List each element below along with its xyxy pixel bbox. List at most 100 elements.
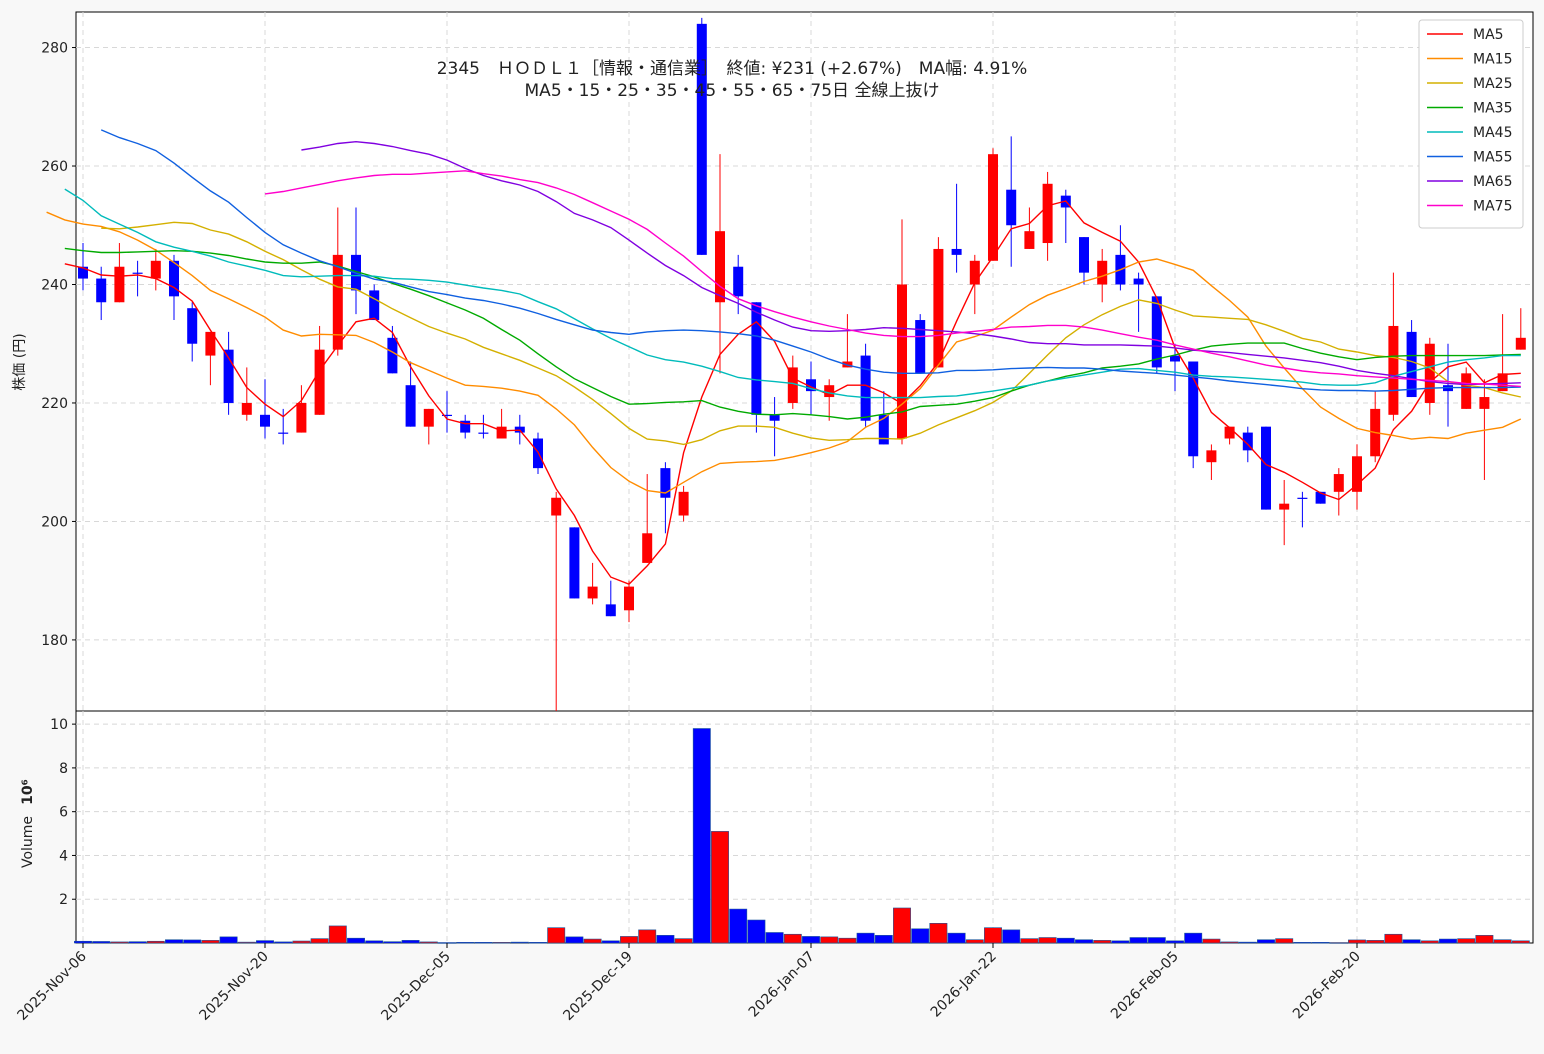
- volume-bar: [929, 923, 948, 944]
- volume-bar: [510, 941, 529, 944]
- candle-body: [441, 414, 453, 417]
- volume-bar: [765, 932, 784, 944]
- candle-body: [1133, 278, 1144, 285]
- candle-body: [168, 260, 180, 297]
- candle-body: [1169, 355, 1181, 362]
- candle-body: [296, 402, 307, 433]
- volume-bar: [1020, 938, 1039, 944]
- volume-bar: [1111, 940, 1130, 944]
- candle-body: [1333, 474, 1344, 492]
- time-tick-label: 2025-Nov-06: [15, 948, 90, 1023]
- candle-body: [460, 420, 471, 433]
- volume-bar: [783, 933, 802, 944]
- volume-bar: [1402, 939, 1421, 944]
- candle-body: [423, 408, 434, 427]
- price-tick-label: 260: [41, 159, 68, 175]
- candle-body: [569, 527, 580, 599]
- volume-bar: [274, 941, 293, 944]
- volume-bar: [419, 941, 438, 944]
- volume-bar: [1257, 939, 1275, 944]
- time-tick-label: 2026-Feb-05: [1108, 949, 1182, 1023]
- candle-body: [860, 355, 871, 421]
- candle-body: [1351, 456, 1363, 492]
- volume-bar: [146, 940, 165, 944]
- candle-body: [787, 367, 798, 403]
- volume-bar: [310, 938, 329, 944]
- candle-body: [733, 266, 744, 297]
- volume-bar: [292, 940, 311, 944]
- volume-bar: [565, 936, 584, 944]
- volume-bar: [838, 937, 857, 944]
- volume-bar: [1129, 937, 1148, 944]
- candle-body: [1515, 337, 1526, 350]
- volume-bar: [256, 940, 274, 944]
- volume-bar: [347, 937, 365, 944]
- legend-label: MA45: [1473, 125, 1512, 141]
- volume-bar: [1293, 942, 1312, 944]
- candle-body: [1260, 426, 1272, 510]
- candle-body: [96, 278, 107, 303]
- volume-bar: [1457, 938, 1476, 944]
- volume-bar: [1366, 940, 1385, 944]
- volume-bar: [1329, 942, 1348, 944]
- candle-body: [642, 533, 653, 563]
- ma-line-ma5: [64, 200, 1521, 586]
- volume-bar: [1002, 929, 1021, 944]
- candle-body: [696, 23, 707, 255]
- volume-bar: [401, 940, 420, 944]
- legend-label: MA65: [1473, 174, 1512, 190]
- volume-bar: [984, 927, 1002, 944]
- candle-body: [1406, 331, 1417, 398]
- candle-body: [1297, 497, 1308, 499]
- volume-bar: [1166, 940, 1184, 944]
- candle-body: [314, 349, 325, 415]
- volume-bar: [1220, 941, 1239, 944]
- volume-bar: [110, 941, 129, 944]
- volume-bar: [856, 932, 875, 944]
- candle-body: [605, 604, 616, 617]
- price-axis-label: 株価 (円): [12, 333, 28, 390]
- volume-axis-exponent: 10⁶: [20, 779, 36, 805]
- volume-tick-label: 2: [59, 892, 68, 908]
- volume-bar: [237, 941, 256, 944]
- candle-body: [987, 154, 999, 261]
- candle-body: [915, 320, 926, 374]
- candle-body: [933, 248, 944, 368]
- volume-bar: [1311, 942, 1330, 944]
- time-tick-label: 2026-Jan-22: [928, 949, 1000, 1021]
- candle-body: [150, 260, 161, 279]
- candle-body: [1461, 373, 1472, 409]
- candle-body: [114, 266, 125, 303]
- legend-label: MA15: [1473, 52, 1512, 68]
- candle-body: [1006, 189, 1017, 226]
- volume-bar: [747, 919, 766, 944]
- candle-body: [205, 331, 216, 356]
- time-tick-label: 2025-Nov-20: [197, 949, 272, 1024]
- volume-axis-label: Volume: [20, 816, 36, 868]
- candle-body: [1042, 183, 1053, 244]
- candle-body: [241, 402, 252, 415]
- candle-body: [1497, 373, 1508, 392]
- legend: MA5 MA15 MA25 MA35 MA45 MA55 MA65 MA75: [1418, 19, 1524, 229]
- volume-tick-label: 6: [59, 805, 68, 821]
- candle-body: [1206, 450, 1217, 463]
- candle-body: [332, 254, 343, 350]
- ma-line-ma65: [301, 140, 1521, 386]
- volume-bar: [547, 927, 566, 944]
- candle-body: [714, 231, 726, 303]
- volume-bar: [601, 940, 620, 944]
- volume-bar: [1511, 940, 1530, 944]
- volume-bar: [893, 907, 911, 944]
- volume-bar: [1184, 932, 1203, 944]
- candle-body: [896, 284, 908, 439]
- ma-line-ma25: [101, 221, 1521, 446]
- volume-bar: [474, 942, 493, 944]
- price-tick-label: 200: [41, 514, 68, 530]
- volume-bar: [201, 940, 220, 944]
- volume-bar: [638, 929, 657, 944]
- volume-bar: [365, 940, 384, 944]
- volume-bar: [1384, 933, 1403, 944]
- candle-body: [587, 586, 598, 599]
- candle-body: [278, 432, 289, 434]
